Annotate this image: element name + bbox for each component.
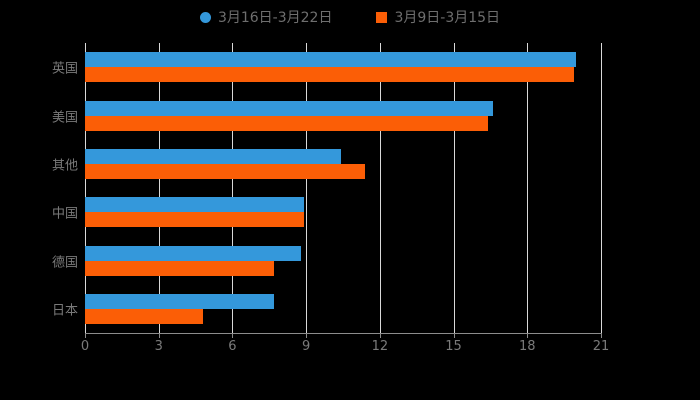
bar[interactable]: [85, 67, 574, 83]
gridline-21: [601, 43, 602, 333]
y-axis-label: 德国: [51, 255, 78, 270]
gridline-9: [306, 43, 308, 333]
legend-marker-circle-icon: [199, 11, 211, 23]
bar[interactable]: [85, 163, 366, 179]
x-axis-label: 6: [228, 339, 237, 354]
bar[interactable]: [85, 52, 577, 68]
bar[interactable]: [85, 148, 341, 164]
bar[interactable]: [85, 245, 302, 261]
x-axis-tick: [306, 333, 308, 338]
x-axis-tick: [232, 333, 234, 338]
gridline-6: [232, 43, 234, 333]
x-axis-label: 9: [302, 339, 311, 354]
x-axis-tick: [601, 333, 602, 338]
x-axis-label: 21: [592, 339, 610, 354]
x-axis-label: 0: [80, 339, 90, 354]
bar[interactable]: [85, 100, 493, 116]
gridline-0: [85, 43, 86, 333]
x-axis-label: 12: [371, 339, 389, 354]
x-axis-tick: [453, 333, 455, 338]
y-axis-label: 日本: [51, 303, 78, 319]
legend-label-series-0: 3月16日-3月22日: [217, 10, 333, 26]
gridline-18: [527, 43, 529, 333]
gridline-3: [158, 43, 160, 333]
legend-marker-square-icon: [376, 11, 388, 23]
legend-item-series-1[interactable]: 3月9日-3月15日: [376, 7, 500, 27]
y-axis-label: 美国: [51, 110, 78, 125]
x-axis-label: 18: [519, 339, 536, 354]
gridline-15: [453, 43, 455, 333]
plot-area: [85, 43, 602, 333]
bar[interactable]: [85, 197, 304, 213]
bar[interactable]: [85, 115, 488, 131]
bar[interactable]: [85, 260, 275, 276]
y-axis-labels: 英国美国其他中国德国日本: [0, 43, 78, 333]
y-axis-label: 英国: [51, 61, 78, 77]
gridline-12: [379, 43, 381, 333]
legend-item-series-0[interactable]: 3月16日-3月22日: [199, 7, 333, 27]
bar[interactable]: [85, 212, 304, 228]
x-axis-label: 15: [445, 339, 462, 354]
y-axis-label: 其他: [51, 158, 78, 174]
x-axis-tick: [85, 333, 86, 338]
chart-legend: 3月16日-3月22日 3月9日-3月15日: [0, 4, 700, 30]
bar[interactable]: [85, 308, 203, 324]
x-axis-tick: [379, 333, 381, 338]
legend-label-series-1: 3月9日-3月15日: [394, 10, 501, 26]
x-axis-tick: [158, 333, 160, 338]
x-axis-line: [85, 333, 602, 334]
x-axis-label: 3: [154, 339, 163, 354]
bar[interactable]: [85, 293, 275, 309]
x-axis-tick: [527, 333, 529, 338]
y-axis-label: 中国: [51, 206, 78, 222]
